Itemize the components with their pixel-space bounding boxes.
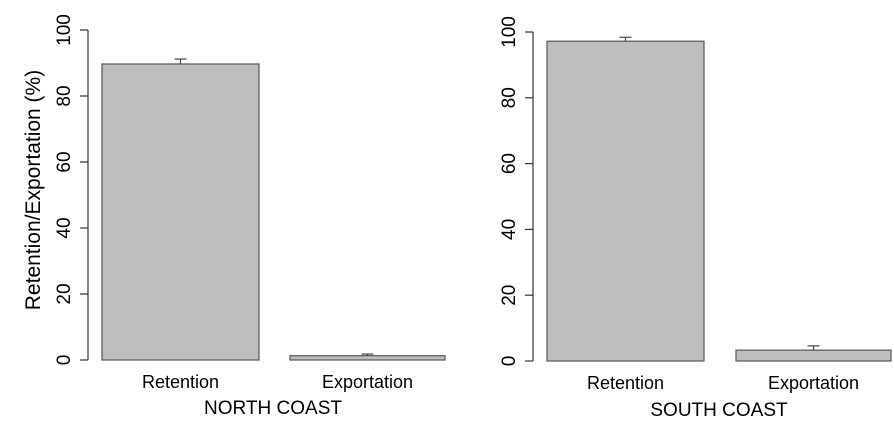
category-label: Retention — [587, 373, 664, 393]
panel-title: SOUTH COAST — [650, 400, 788, 421]
bar-exportation — [735, 349, 892, 362]
y-tick-label: 40 — [499, 219, 520, 240]
y-tick-label: 0 — [54, 355, 75, 366]
y-tick-label: 80 — [499, 87, 520, 108]
category-label: Exportation — [768, 373, 859, 393]
south-coast-panel: 0 20 40 60 80 100 Retention Exportation SOUTH CO… — [499, 16, 892, 421]
bar-exportation — [289, 355, 446, 361]
y-tick-label: 20 — [499, 285, 520, 306]
y-tick-label: 60 — [499, 153, 520, 174]
y-tick-label: 40 — [54, 217, 75, 238]
y-tick-label: 100 — [54, 14, 75, 46]
y-tick-label: 0 — [499, 356, 520, 367]
y-tick-label: 100 — [499, 16, 520, 48]
category-label: Retention — [142, 372, 219, 392]
y-axis-title: Retention/Exportation (%) — [22, 70, 45, 310]
bar-retention — [546, 40, 705, 362]
bar-retention — [101, 63, 260, 361]
y-tick-label: 80 — [54, 85, 75, 106]
y-tick-label: 20 — [54, 283, 75, 304]
y-tick-label: 60 — [54, 151, 75, 172]
category-label: Exportation — [322, 372, 413, 392]
panel-title: NORTH COAST — [204, 398, 342, 419]
north-coast-panel: 0 20 40 60 80 100 Retention Exportation NORTH CO… — [54, 14, 446, 419]
